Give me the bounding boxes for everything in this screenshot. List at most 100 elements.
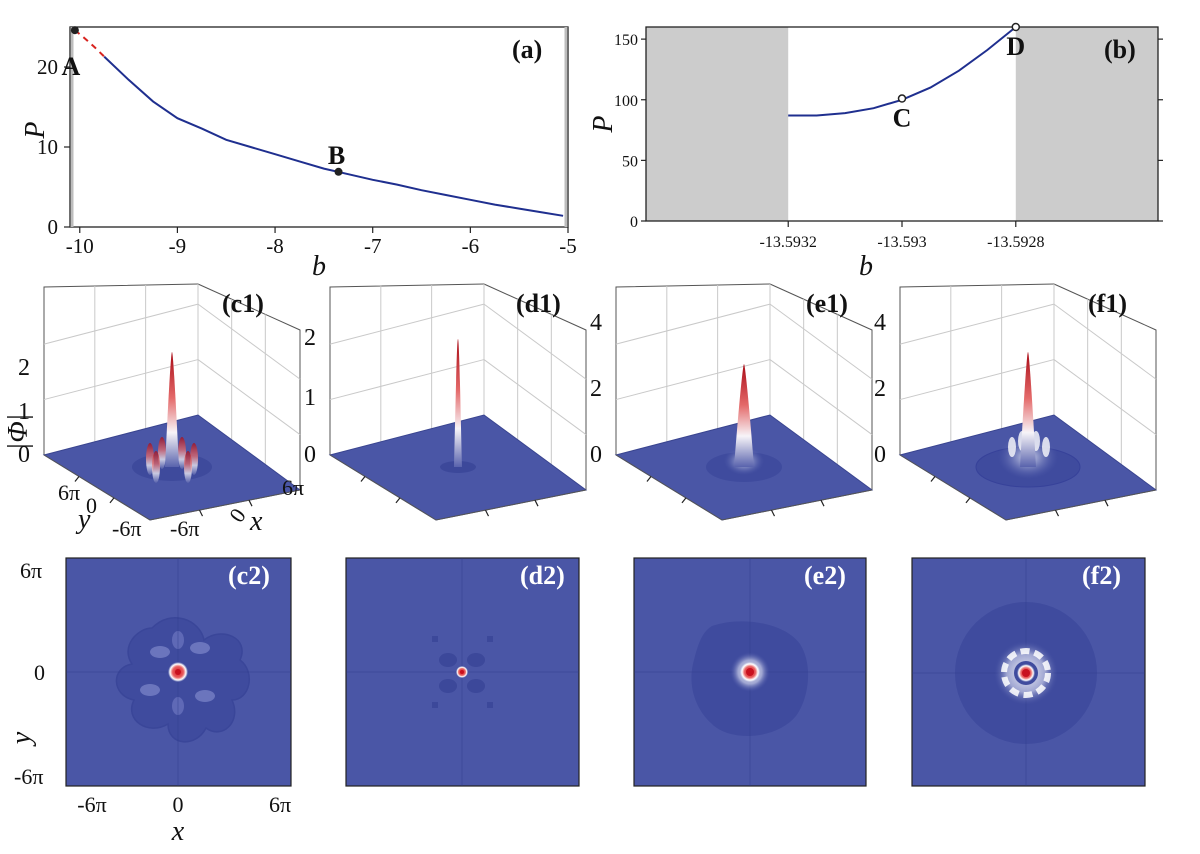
panel-d1: 2 1 0 (d1) [304,283,588,521]
panel-c2-lobe [140,684,160,696]
panel-d2-pattern [432,636,493,708]
panel-d2-dot [487,636,493,642]
panel-a-ytick-label: 20 [37,55,58,79]
panel-b-point-label: D [1006,32,1025,61]
panel-d1-floor-edge [329,454,587,521]
surface-xtick-top: 6π [282,475,304,500]
panel-a-frame [69,26,569,228]
panel-a-xlabel: b [312,251,326,282]
panel-d1-floor-tick [534,499,539,507]
surface-xlabel: x [249,506,263,537]
panel-c1-side-peak [152,451,160,483]
panel-c2-lobe [150,646,170,658]
surface-zlabel: |Φ| [3,414,34,451]
panel-c1-wall-left [43,283,199,455]
panel-a-xtick-label: -9 [169,234,187,258]
map-ylabel: y [6,731,37,747]
panel-f1-ztick: 2 [874,376,886,402]
panel-e1-ztick: 4 [590,310,602,336]
panel-f1-wall-hgrid [899,303,1055,345]
map-xtick-left: -6π [77,792,106,817]
panel-f1: 4 2 0 (f1) [874,283,1158,521]
panel-d2-label: (d2) [520,561,565,590]
panel-e2-label: (e2) [804,561,846,590]
panel-d2: (d2) [345,557,580,787]
surface-xtick-bottom: -6π [170,516,199,541]
panel-f1-central-peak [1020,352,1036,467]
panel-e1-ztick: 2 [590,376,602,402]
panel-e1-floor-edge [615,454,873,521]
panel-d1-label: (d1) [516,289,561,318]
surface-xtick-mid: 0 [224,504,251,527]
panel-e1-ztick: 0 [590,442,602,468]
panel-d2-lobe [439,679,457,693]
panel-f2: (f2) [911,557,1146,787]
panel-e1-label: (e1) [806,289,848,318]
panel-e1-floor-tick [770,509,776,517]
panel-d2-peak [460,670,464,674]
panel-d1-central-peak [454,339,462,467]
panel-c1-ztick: 0 [18,442,30,468]
map-xtick-mid: 0 [173,792,184,817]
panel-f2-label: (f2) [1082,561,1121,590]
panel-f1-ring-peak [1042,437,1050,457]
panel-e2: (e2) [633,557,867,787]
panel-b-xtick-label: -13.5932 [760,234,817,251]
panel-e2-peak [746,668,754,676]
surface-axis-labels: |Φ| 6π 0 y -6π 6π 0 x -6π [3,414,304,541]
panel-a-label: (a) [512,35,542,64]
panel-a-point-label: A [61,52,80,81]
map-xlabel: x [171,816,185,847]
panel-e1-central-peak [734,364,754,467]
panel-b-ytick-label: 50 [622,153,638,170]
panel-f1-wall-left [899,283,1055,455]
panel-c2-peak [175,669,181,675]
panel-b-point-label: C [893,104,912,133]
panel-a-xtick-label: -8 [266,234,284,258]
panel-c1-ztick: 2 [18,355,30,381]
panel-d1-ztick: 1 [304,385,316,411]
panel-b-label: (b) [1104,35,1136,64]
panel-e1: 4 2 0 (e1) [590,283,874,521]
panel-f1-ring-peak [1008,437,1016,457]
panel-b-xtick-label: -13.5928 [987,234,1044,251]
panel-a-ytick-label: 0 [48,215,59,239]
panel-c1-wall-hgrid [197,303,301,380]
panel-c2-lobe [190,642,210,654]
field-map-panels: (c2) 6π 0 -6π y -6π 0 6π x [6,557,1146,847]
panel-b-xtick-label: -13.593 [877,234,926,251]
panel-b-shaded-regions [646,27,1158,221]
panel-f1-ztick: 4 [874,310,886,336]
panel-c2-label: (c2) [228,561,270,590]
panel-f1-floor-tick [965,497,971,504]
panel-c1-floor-tick [248,499,253,507]
panel-a-point-label: B [328,141,345,170]
panel-e1-wall-hgrid [769,303,873,380]
panel-e1-wall-hgrid [615,303,771,345]
panel-a-ytick-label: 10 [37,135,58,159]
panel-a-stable-curve [103,55,564,217]
panel-a-xtick-label: -7 [364,234,382,258]
panel-f2-peak [1022,669,1030,677]
panel-c1-ztick: 1 [18,399,30,425]
panel-d2-dot [432,702,438,708]
panel-f1-floor-tick [930,476,936,482]
panel-e1-floor-tick [646,476,652,482]
panel-f1-floor-tick [1104,499,1109,507]
panel-a-ticks: -10 -9 -8 -7 -6 -5 0 10 20 [37,55,577,258]
map-xtick-right: 6π [269,792,291,817]
panel-a-xtick-label: -10 [66,234,94,258]
panel-c1: 2 1 0 (c1) [18,283,302,521]
panel-f2-ring [1001,648,1051,698]
panel-d1-wall-hgrid [329,359,485,401]
panel-b-ylabel: P [588,115,619,133]
panel-c1-wall-hgrid [43,303,199,345]
panel-d1-floor-tick [484,509,490,517]
panel-d2-dot [487,702,493,708]
panel-e1-floor-tick [681,497,687,504]
panel-d2-dot [432,636,438,642]
panel-d1-wall-hgrid [329,303,485,345]
panel-d1-wall-hgrid [483,359,587,435]
